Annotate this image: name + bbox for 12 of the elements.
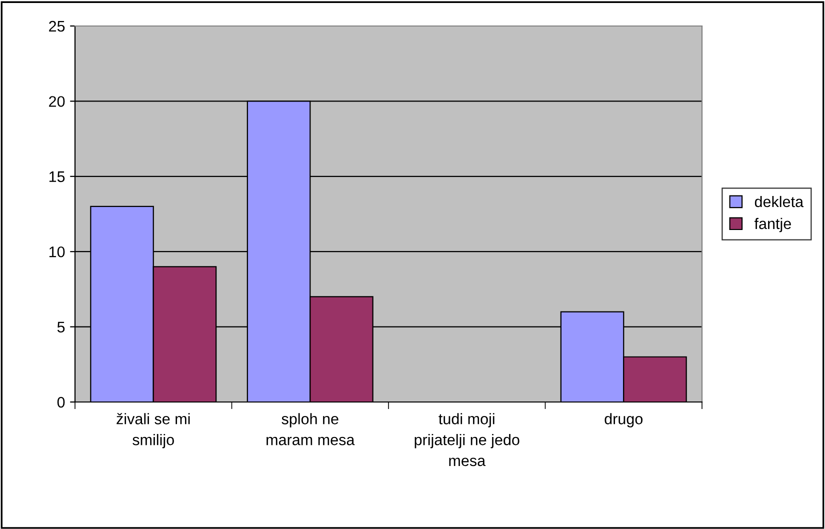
y-tick-label: 25 [49,20,65,32]
y-tick-label: 5 [57,322,65,332]
x-tick-label: sploh ne maram mesa [266,413,355,446]
x-tick-label: drugo [604,413,643,428]
y-tick-label: 10 [49,246,65,258]
x-tick-label: živali se mi smilijo [116,413,190,448]
legend-label: dekleta [754,196,804,208]
y-tick-label: 0 [57,396,65,408]
legend-label: fantje [754,218,791,232]
y-tick-label: 15 [49,171,65,182]
x-tick-label: tudi moji prijatelji ne jedo mesa [414,413,520,466]
y-tick-label: 20 [49,96,65,107]
